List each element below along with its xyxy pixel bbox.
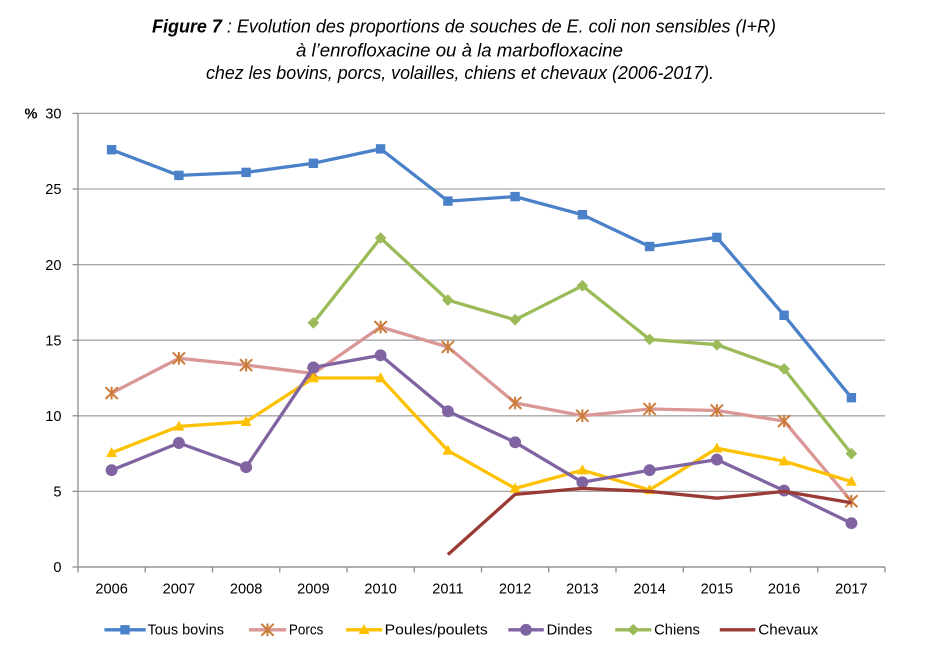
svg-text:20: 20 <box>45 258 61 274</box>
svg-text:2009: 2009 <box>297 582 329 598</box>
svg-text:chez les bovins, porcs, volail: chez les bovins, porcs, volailles, chien… <box>206 62 714 83</box>
svg-text:2017: 2017 <box>835 582 867 598</box>
svg-text:2015: 2015 <box>701 582 733 598</box>
svg-text:Chiens: Chiens <box>654 623 700 639</box>
svg-text:15: 15 <box>45 333 61 349</box>
svg-text:2008: 2008 <box>230 582 262 598</box>
svg-text:Chevaux: Chevaux <box>758 623 818 639</box>
svg-text:Figure 7 : Evolution des propo: Figure 7 : Evolution des proportions de … <box>152 16 776 37</box>
svg-text:%: % <box>25 107 38 123</box>
svg-text:Tous bovins: Tous bovins <box>148 623 225 639</box>
svg-text:2007: 2007 <box>163 582 195 598</box>
svg-text:10: 10 <box>45 409 61 425</box>
svg-text:25: 25 <box>45 182 61 198</box>
svg-text:0: 0 <box>53 560 61 576</box>
svg-text:Dindes: Dindes <box>547 623 593 639</box>
svg-text:2016: 2016 <box>768 582 800 598</box>
svg-text:30: 30 <box>45 107 61 123</box>
svg-text:Poules/poulets: Poules/poulets <box>385 623 488 639</box>
svg-text:2014: 2014 <box>633 582 665 598</box>
svg-text:Porcs: Porcs <box>289 623 324 639</box>
svg-text:2010: 2010 <box>364 582 396 598</box>
svg-text:2012: 2012 <box>499 582 531 598</box>
svg-text:2011: 2011 <box>432 582 463 598</box>
svg-text:2006: 2006 <box>95 582 127 598</box>
svg-text:2013: 2013 <box>566 582 598 598</box>
svg-text:à l’enrofloxacine ou à la marb: à l’enrofloxacine ou à la marbofloxacine <box>296 39 623 60</box>
svg-text:5: 5 <box>53 485 61 501</box>
